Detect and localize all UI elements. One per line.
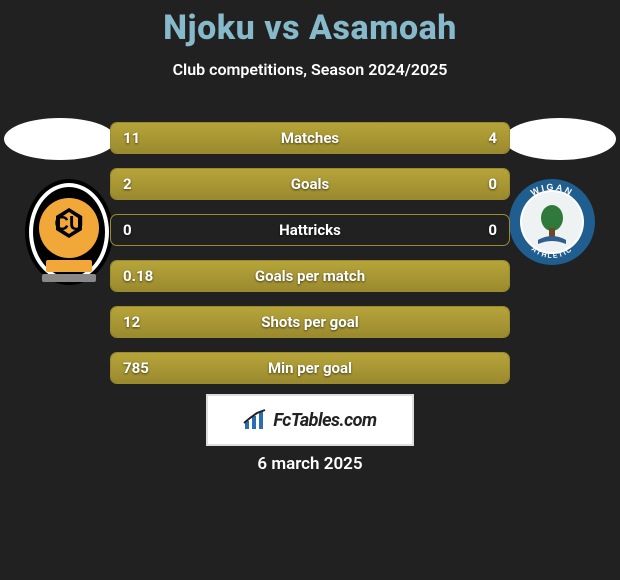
title-vs: vs bbox=[264, 8, 300, 48]
flag-left bbox=[4, 118, 116, 160]
stat-row-shots-per-goal: 12 Shots per goal bbox=[110, 306, 510, 338]
stat-label: Hattricks bbox=[279, 221, 341, 239]
stat-label: Goals bbox=[291, 175, 329, 193]
stat-value-left: 0 bbox=[123, 221, 132, 239]
stat-row-hattricks: 0 0 Hattricks bbox=[110, 214, 510, 246]
stat-value-left: 2 bbox=[123, 175, 132, 193]
stat-label: Shots per goal bbox=[261, 313, 358, 331]
stat-row-min-per-goal: 785 Min per goal bbox=[110, 352, 510, 384]
stat-value-left: 785 bbox=[123, 359, 149, 377]
title-player1: Njoku bbox=[163, 8, 255, 48]
chart-icon bbox=[243, 409, 269, 431]
title-player2: Asamoah bbox=[309, 8, 457, 48]
club-badge-right: WIGAN ATHLETIC bbox=[508, 178, 596, 266]
stat-label: Goals per match bbox=[255, 267, 365, 285]
stat-value-right: 0 bbox=[488, 175, 497, 193]
flag-right bbox=[504, 118, 616, 160]
stat-value-left: 0.18 bbox=[123, 267, 153, 285]
stat-row-goals: 2 0 Goals bbox=[110, 168, 510, 200]
stat-label: Min per goal bbox=[268, 359, 352, 377]
badge-left-text: CU bbox=[55, 213, 84, 235]
footer-brand[interactable]: FcTables.com bbox=[206, 394, 414, 446]
stat-value-right: 0 bbox=[488, 221, 497, 239]
club-badge-left: CU bbox=[24, 178, 114, 290]
footer-brand-text: FcTables.com bbox=[273, 410, 376, 431]
stat-value-right: 4 bbox=[488, 129, 497, 147]
stat-row-goals-per-match: 0.18 Goals per match bbox=[110, 260, 510, 292]
subtitle: Club competitions, Season 2024/2025 bbox=[0, 60, 620, 79]
stat-value-left: 12 bbox=[123, 313, 140, 331]
page-title: Njoku vs Asamoah bbox=[0, 0, 620, 48]
stat-value-left: 11 bbox=[123, 129, 140, 147]
stat-label: Matches bbox=[281, 129, 339, 147]
stat-row-matches: 11 4 Matches bbox=[110, 122, 510, 154]
comparison-bars: 11 4 Matches 2 0 Goals 0 0 Hattricks 0.18 Goals pe… bbox=[110, 122, 510, 384]
date: 6 march 2025 bbox=[257, 454, 362, 474]
